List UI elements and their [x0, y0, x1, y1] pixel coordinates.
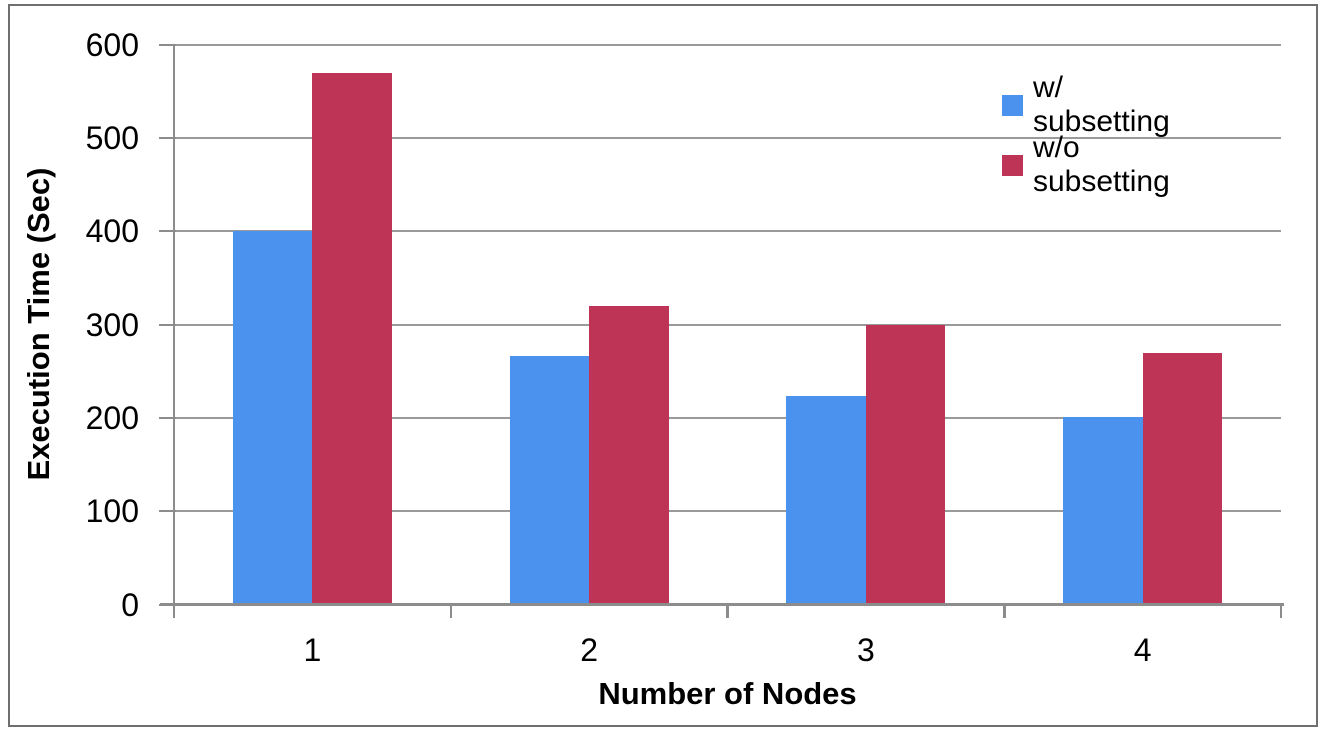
chart-outer-border: [8, 4, 1318, 727]
x-tick-mark: [1279, 604, 1283, 618]
x-tick-mark: [449, 604, 452, 618]
legend-label: w/o subsetting: [1033, 131, 1170, 198]
bar-w-subsetting-node-4: [1063, 416, 1143, 605]
y-tick-label: 600: [85, 26, 139, 63]
x-tick-mark: [726, 604, 729, 618]
y-tick-label: 500: [85, 120, 139, 156]
y-tick-label: 400: [85, 213, 139, 250]
y-axis-line: [172, 44, 175, 618]
y-tick-mark: [159, 230, 176, 233]
y-tick-label: 0: [121, 586, 139, 623]
x-tick-label: 1: [303, 632, 322, 668]
y-tick-mark: [159, 323, 176, 326]
gridline: [174, 43, 1281, 46]
y-tick-mark: [159, 137, 176, 139]
x-tick-label: 2: [580, 632, 599, 668]
x-axis-baseline: [160, 603, 1284, 606]
bar-w-subsetting-node-3: [786, 395, 866, 605]
y-tick-mark: [159, 510, 176, 513]
bar-w-o-subsetting-node-3: [865, 324, 946, 605]
y-tick-mark: [159, 416, 176, 419]
y-tick-label: 300: [85, 306, 139, 343]
gridline: [174, 323, 1281, 326]
y-tick-label: 100: [85, 493, 139, 530]
y-tick-mark: [159, 603, 176, 606]
legend-entry: w/ subsetting: [1002, 71, 1170, 138]
x-axis-title: Number of Nodes: [598, 676, 857, 711]
bar-w-o-subsetting-node-1: [312, 72, 392, 605]
y-tick-mark: [159, 43, 176, 46]
gridline: [174, 137, 1281, 139]
legend-entry: w/o subsetting: [1002, 131, 1170, 198]
bar-w-o-subsetting-node-2: [589, 305, 669, 605]
x-tick-label: 3: [856, 632, 875, 668]
x-tick-mark: [1003, 604, 1006, 618]
legend-label: w/ subsetting: [1033, 71, 1170, 138]
bar-w-subsetting-node-2: [509, 356, 590, 605]
legend-swatch-icon: [1002, 154, 1023, 176]
y-tick-label: 200: [85, 399, 139, 436]
gridline: [174, 230, 1281, 233]
x-tick-label: 4: [1133, 632, 1152, 668]
bar-w-o-subsetting-node-4: [1142, 352, 1223, 605]
legend-swatch-icon: [1002, 94, 1023, 116]
bar-w-subsetting-node-1: [232, 231, 313, 605]
gridline: [174, 510, 1281, 513]
gridline: [174, 416, 1281, 419]
x-tick-mark: [172, 604, 176, 618]
